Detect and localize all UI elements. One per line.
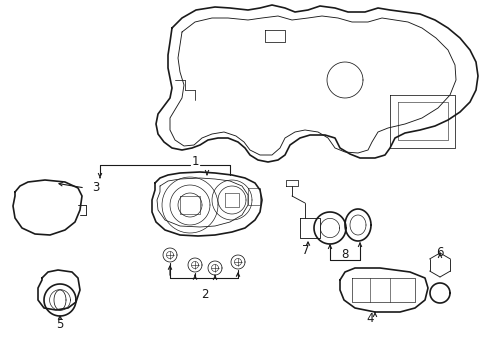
Text: 2: 2 <box>201 288 208 301</box>
Text: 3: 3 <box>92 181 100 194</box>
Text: 4: 4 <box>366 311 373 324</box>
Text: 6: 6 <box>435 246 443 258</box>
Text: 7: 7 <box>302 243 309 256</box>
Text: 8: 8 <box>341 248 348 261</box>
Text: 1: 1 <box>191 156 198 168</box>
Text: 5: 5 <box>56 319 63 332</box>
